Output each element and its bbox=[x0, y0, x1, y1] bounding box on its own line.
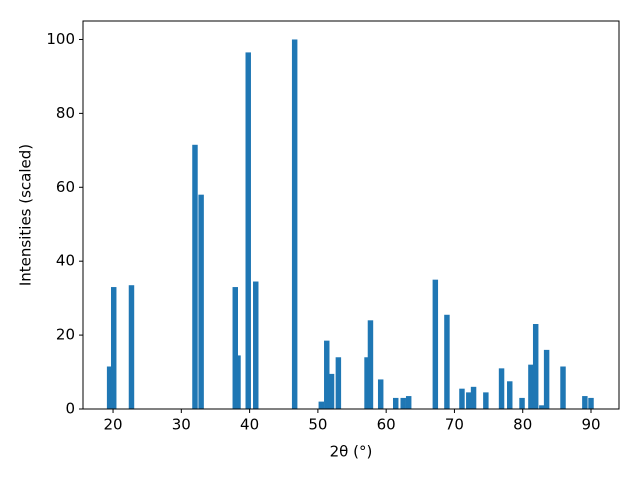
y-tick-label: 100 bbox=[46, 30, 75, 48]
y-axis-label: Intensities (scaled) bbox=[17, 144, 35, 286]
bar bbox=[328, 373, 335, 409]
bar bbox=[128, 285, 135, 409]
x-tick-label: 30 bbox=[172, 416, 191, 434]
bar bbox=[498, 368, 505, 409]
x-tick-label: 80 bbox=[513, 416, 532, 434]
y-tick-label: 40 bbox=[56, 252, 75, 270]
x-tick-label: 90 bbox=[581, 416, 600, 434]
y-tick-label: 80 bbox=[56, 104, 75, 122]
bar bbox=[367, 320, 374, 409]
bar bbox=[324, 340, 330, 409]
bar bbox=[291, 39, 298, 409]
x-tick-label: 40 bbox=[240, 416, 259, 434]
bar bbox=[405, 396, 412, 409]
x-axis-label: 2θ (°) bbox=[330, 443, 373, 461]
bar bbox=[432, 279, 439, 409]
x-tick-label: 70 bbox=[445, 416, 464, 434]
bar bbox=[245, 52, 251, 410]
y-tick-label: 20 bbox=[56, 326, 75, 344]
bar bbox=[543, 349, 550, 409]
bar bbox=[198, 194, 204, 409]
y-tick-label: 60 bbox=[56, 178, 75, 196]
plot-frame bbox=[82, 20, 620, 410]
bar bbox=[539, 405, 545, 409]
bar bbox=[110, 287, 117, 409]
x-tick-label: 60 bbox=[377, 416, 396, 434]
bar bbox=[400, 397, 406, 409]
bar bbox=[235, 355, 241, 409]
bar bbox=[444, 314, 450, 409]
bar bbox=[318, 401, 325, 409]
bar bbox=[392, 397, 399, 409]
bar bbox=[507, 381, 513, 409]
bar bbox=[466, 392, 472, 409]
bar bbox=[364, 357, 370, 409]
bar bbox=[532, 324, 539, 409]
bar bbox=[459, 388, 465, 409]
x-tick-label: 50 bbox=[308, 416, 327, 434]
bar bbox=[582, 396, 588, 409]
bar bbox=[377, 379, 384, 409]
bar bbox=[588, 397, 594, 409]
x-tick-label: 20 bbox=[103, 416, 122, 434]
bar bbox=[528, 364, 534, 409]
bar bbox=[560, 366, 566, 409]
bar bbox=[470, 386, 477, 409]
bar bbox=[232, 287, 238, 409]
bar bbox=[253, 281, 259, 409]
bar bbox=[519, 397, 525, 409]
bar bbox=[192, 144, 198, 410]
bar bbox=[335, 357, 342, 409]
y-tick-label: 0 bbox=[65, 400, 75, 418]
bar bbox=[106, 366, 113, 409]
bar bbox=[483, 392, 489, 409]
